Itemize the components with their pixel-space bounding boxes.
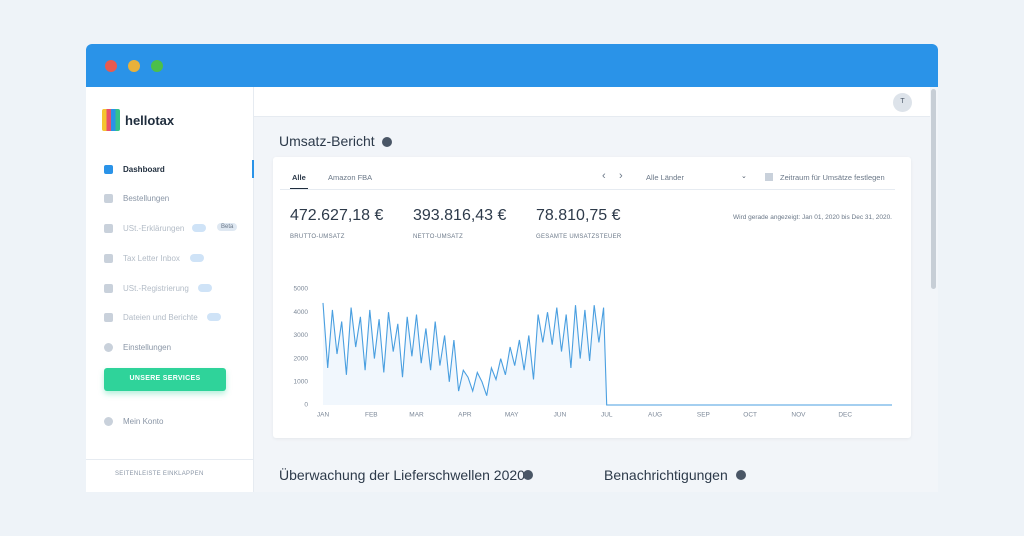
collapse[interactable]: SEITENLEISTE EINKLAPPEN	[115, 471, 204, 477]
lock-badge	[190, 254, 204, 262]
lock-badge	[192, 224, 206, 232]
kpi-value: 472.627,18 €	[290, 207, 384, 224]
nav-icon	[104, 254, 113, 263]
nav-item[interactable]: Dateien und Berichte	[123, 313, 198, 322]
logo-icon	[102, 109, 120, 131]
nav-icon	[104, 284, 113, 293]
y-tick-label: 1000	[294, 379, 309, 386]
kpi-label: GESAMTE UMSATZSTEUER	[536, 234, 622, 240]
chart: 0 1000 2000 3000 4000 5000 JAN FEB MAR APR MAY JUN J…	[294, 286, 892, 419]
x-tick-label: JUN	[554, 412, 567, 419]
section-title: Benachrichtigungen	[604, 467, 728, 483]
account-icon	[104, 417, 113, 426]
x-tick-label: FEB	[365, 412, 378, 419]
nav-icon	[104, 165, 113, 174]
prev-arrow[interactable]: ‹	[602, 170, 606, 182]
divider	[86, 459, 254, 460]
help-icon[interactable]	[523, 470, 533, 480]
nav-icon	[104, 343, 113, 352]
sidebar	[86, 87, 254, 492]
help-icon[interactable]	[382, 137, 392, 147]
nav-item[interactable]: USt.-Erklärungen	[123, 224, 185, 233]
x-tick-label: MAY	[505, 412, 519, 419]
kpi-label: BRUTTO-UMSATZ	[290, 234, 345, 240]
x-tick-label: NOV	[791, 412, 806, 419]
y-tick-label: 2000	[294, 355, 309, 362]
x-tick-label: OCT	[743, 412, 757, 419]
lock-badge	[198, 284, 212, 292]
x-tick-label: JUL	[601, 412, 613, 419]
account[interactable]: Mein Konto	[123, 417, 164, 426]
y-tick-label: 5000	[294, 286, 309, 293]
y-tick-label: 0	[304, 402, 308, 409]
nav-item[interactable]: USt.-Registrierung	[123, 284, 189, 293]
tab[interactable]: Amazon FBA	[328, 173, 373, 182]
kpi-value: 78.810,75 €	[536, 207, 621, 224]
y-tick-label: 4000	[294, 309, 309, 316]
x-tick-label: MAR	[409, 412, 424, 419]
nav-item[interactable]: Bestellungen	[123, 194, 170, 203]
next-arrow[interactable]: ›	[619, 170, 623, 182]
x-tick-label: SEP	[697, 412, 710, 419]
country-select[interactable]: Alle Länder	[646, 173, 684, 182]
tab[interactable]: Alle	[292, 173, 306, 182]
lock-badge	[207, 313, 221, 321]
dropdown-caret: ⌄	[741, 173, 747, 180]
scrollbar[interactable]	[931, 89, 936, 289]
services-button-label[interactable]: UNSERE SERVICES	[129, 375, 201, 382]
report-title: Umsatz-Bericht	[279, 133, 375, 149]
kpi-label: NETTO-UMSATZ	[413, 234, 464, 240]
x-tick-label: APR	[458, 412, 472, 419]
card	[273, 157, 911, 438]
area	[323, 302, 892, 405]
min-dot[interactable]	[128, 60, 140, 72]
y-tick-label: 3000	[294, 332, 309, 339]
section-title: Überwachung der Lieferschwellen 2020	[279, 467, 525, 483]
calendar-icon	[765, 173, 773, 181]
beta-badge: Beta	[217, 223, 238, 231]
tabs-divider	[280, 189, 895, 190]
nav-item[interactable]: Einstellungen	[123, 343, 172, 352]
top-bar	[254, 87, 930, 117]
nav-item[interactable]: Dashboard	[123, 165, 165, 174]
max-dot[interactable]	[151, 60, 163, 72]
kpi-value: 393.816,43 €	[413, 207, 507, 224]
x-tick-label: DEC	[838, 412, 852, 419]
nav-item[interactable]: Tax Letter Inbox	[123, 254, 180, 263]
avatar[interactable]	[893, 93, 912, 112]
nav-icon	[104, 224, 113, 233]
nav-icon	[104, 313, 113, 322]
logo: hellotax	[125, 113, 175, 128]
active-marker	[252, 160, 254, 178]
services-button[interactable]	[104, 368, 226, 391]
period-button[interactable]: Zeitraum für Umsätze festlegen	[780, 173, 885, 182]
help-icon[interactable]	[736, 470, 746, 480]
close-dot[interactable]	[105, 60, 117, 72]
line	[322, 302, 892, 406]
avatar-letter: T	[900, 98, 905, 105]
x-tick-label: AUG	[648, 412, 662, 419]
x-tick-label: JAN	[317, 412, 330, 419]
showing-note: Wird gerade angezeigt: Jan 01, 2020 bis …	[733, 214, 892, 221]
nav-icon	[104, 194, 113, 203]
title-bar	[86, 44, 938, 87]
